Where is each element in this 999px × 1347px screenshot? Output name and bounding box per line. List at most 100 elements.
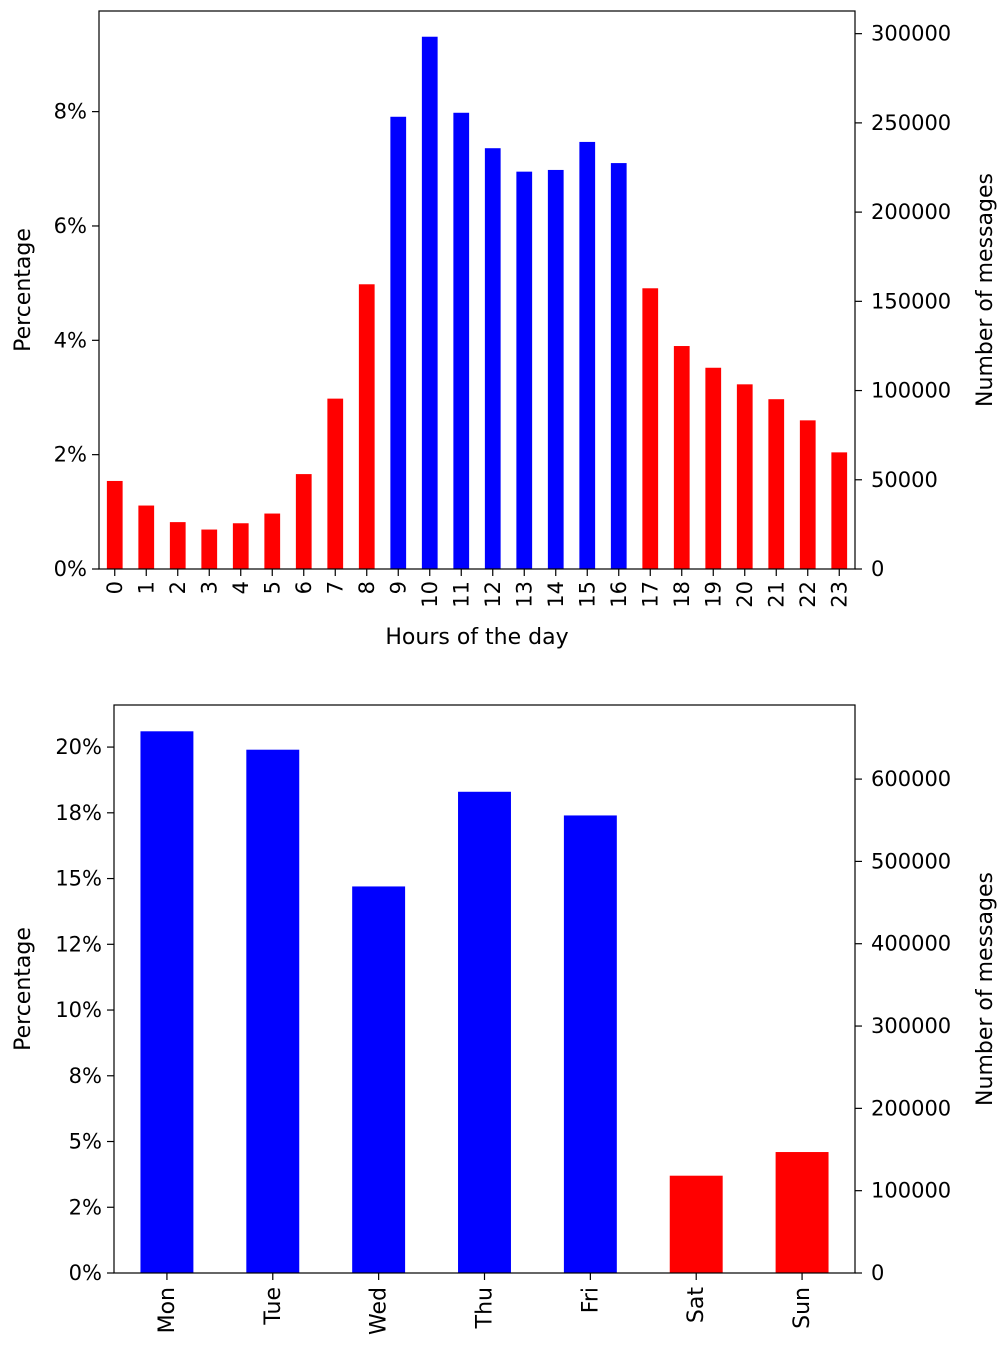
y2-tick-label: 0: [871, 557, 884, 581]
weekday-plot-frame: [113, 704, 856, 1274]
x-tick-label: 6: [292, 581, 316, 594]
x-tick-label: 5: [260, 581, 284, 594]
hour-bar-3: [201, 529, 218, 569]
x-tick-label: 19: [701, 581, 725, 608]
y2-tick-label: 100000: [871, 379, 951, 403]
hour-bar-4: [232, 523, 249, 569]
y-tick-label: 8%: [69, 1064, 102, 1088]
hour-bar-9: [390, 116, 407, 570]
y-tick-label: 2%: [54, 443, 87, 467]
x-tick-label: 9: [386, 581, 410, 594]
hour-bar-21: [768, 399, 785, 569]
weekday-y2-axis-label: Number of messages: [973, 872, 998, 1106]
x-tick-label: Fri: [578, 1287, 603, 1313]
x-tick-label: 11: [449, 581, 473, 608]
y-tick-label: 4%: [54, 328, 87, 352]
hourly-bars: [106, 36, 848, 570]
y2-tick-label: 250000: [871, 111, 951, 135]
x-tick-label: 21: [764, 581, 788, 608]
x-tick-label: 15: [575, 581, 599, 608]
y2-tick-label: 150000: [871, 289, 951, 313]
hour-bar-7: [327, 398, 344, 569]
x-tick-label: 8: [355, 581, 379, 594]
hour-bar-17: [642, 288, 659, 569]
x-tick-label: 4: [229, 581, 253, 594]
hourly-right-axis-ticks: 0 50000 100000 150000 200000 250000 300000: [855, 22, 951, 581]
hour-bar-8: [358, 284, 375, 569]
x-tick-label: 17: [638, 581, 662, 608]
hour-bar-15: [579, 141, 596, 569]
hour-bar-23: [831, 452, 848, 569]
x-tick-label: Wed: [367, 1287, 392, 1335]
y-tick-label: 0%: [54, 557, 87, 581]
hour-bar-14: [547, 169, 564, 569]
y-tick-label: 10%: [55, 998, 102, 1022]
y-tick-label: 18%: [55, 801, 102, 825]
day-bar-Tue: [246, 749, 300, 1273]
x-tick-label: Sun: [790, 1287, 815, 1329]
y2-tick-label: 0: [871, 1261, 884, 1285]
y2-tick-label: 500000: [871, 849, 951, 873]
y2-tick-label: 400000: [871, 932, 951, 956]
x-tick-label: 20: [733, 581, 757, 608]
hour-bar-10: [421, 36, 438, 569]
hourly-x-axis-label: Hours of the day: [385, 625, 568, 650]
x-tick-label: 7: [323, 581, 347, 594]
hour-bar-5: [264, 513, 281, 569]
hour-bar-22: [799, 420, 816, 569]
hour-bar-12: [484, 148, 501, 569]
weekday-x-axis-ticks: Mon Tue Wed Thu Fri Sat Sun: [155, 1273, 815, 1335]
day-bar-Thu: [458, 791, 511, 1273]
y2-tick-label: 300000: [871, 22, 951, 46]
x-tick-label: Sat: [684, 1287, 709, 1323]
y2-tick-label: 100000: [871, 1179, 951, 1203]
hourly-x-axis-ticks: 0 1 2 3 4 5 6 7 8 9 10 11 12 13 14 15 16 17 18 19 20 21 22 23: [103, 569, 851, 608]
hour-bar-0: [106, 480, 123, 569]
hourly-left-axis-ticks: 0% 2% 4% 6% 8%: [54, 100, 99, 581]
x-tick-label: Thu: [473, 1287, 498, 1329]
hour-bar-20: [736, 384, 753, 569]
x-tick-label: 22: [796, 581, 820, 608]
weekday-y-axis-label: Percentage: [11, 927, 36, 1051]
hour-bar-18: [673, 346, 690, 569]
x-tick-label: 14: [544, 581, 568, 608]
y2-tick-label: 600000: [871, 767, 951, 791]
x-tick-label: 18: [670, 581, 694, 608]
x-tick-label: Tue: [261, 1287, 286, 1326]
y2-tick-label: 200000: [871, 200, 951, 224]
y-tick-label: 20%: [55, 735, 102, 759]
y2-tick-label: 200000: [871, 1096, 951, 1120]
x-tick-label: 1: [134, 581, 158, 594]
hour-bar-11: [453, 112, 470, 570]
hour-bar-6: [295, 474, 312, 569]
x-tick-label: 10: [418, 581, 442, 608]
y-tick-label: 8%: [54, 100, 87, 124]
x-tick-label: 2: [166, 581, 190, 594]
y-tick-label: 5%: [69, 1130, 102, 1154]
hourly-chart: 0% 2% 4% 6% 8% 0 50000 100000 150000 200000 25000…: [11, 10, 998, 650]
hour-bar-19: [705, 367, 722, 569]
x-tick-label: 0: [103, 581, 127, 594]
x-tick-label: 16: [607, 581, 631, 608]
hourly-plot-frame: [98, 10, 856, 570]
hour-bar-1: [138, 505, 155, 569]
y-tick-label: 2%: [69, 1195, 102, 1219]
weekday-bars: [140, 731, 829, 1273]
day-bar-Mon: [140, 731, 194, 1273]
x-tick-label: 13: [512, 581, 536, 608]
day-bar-Fri: [563, 815, 617, 1273]
day-bar-Wed: [352, 886, 406, 1273]
y-tick-label: 12%: [55, 932, 102, 956]
y2-tick-label: 300000: [871, 1014, 951, 1038]
weekday-right-axis-ticks: 0 100000 200000 300000 400000 500000 600000: [855, 767, 951, 1285]
x-tick-label: 23: [827, 581, 851, 608]
y-tick-label: 6%: [54, 214, 87, 238]
hourly-y-axis-label: Percentage: [11, 228, 36, 352]
hour-bar-13: [516, 171, 533, 569]
day-bar-Sat: [669, 1175, 723, 1273]
x-tick-label: Mon: [155, 1287, 180, 1333]
x-tick-label: 3: [197, 581, 221, 594]
hourly-y2-axis-label: Number of messages: [973, 173, 998, 407]
hour-bar-2: [169, 522, 186, 569]
